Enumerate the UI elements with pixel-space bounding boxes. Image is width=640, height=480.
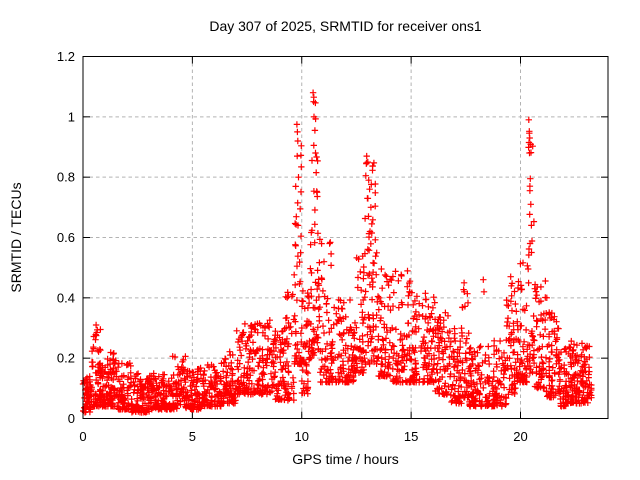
x-tick-label: 10 — [295, 429, 309, 444]
data-points-path — [79, 89, 595, 416]
x-tick-label: 5 — [189, 429, 196, 444]
y-tick-label: 1 — [68, 109, 75, 124]
y-tick-label: 0 — [68, 411, 75, 426]
grid-lines — [83, 56, 608, 419]
y-tick-labels: 0 0.2 0.4 0.6 0.8 1 1.2 — [57, 49, 75, 426]
y-tick-label: 0.8 — [57, 170, 75, 185]
y-tick-label: 1.2 — [57, 49, 75, 64]
y-tick-label: 0.4 — [57, 290, 75, 305]
plot-border — [82, 56, 609, 419]
x-tick-labels: 0 5 10 15 20 — [79, 429, 527, 444]
chart-title: Day 307 of 2025, SRMTID for receiver ons… — [209, 18, 482, 34]
y-axis-label: SRMTID / TECUs — [8, 182, 24, 292]
x-axis-label: GPS time / hours — [292, 451, 399, 467]
x-tick-label: 20 — [513, 429, 527, 444]
x-tick-label: 15 — [404, 429, 418, 444]
x-tick-label: 0 — [79, 429, 86, 444]
y-tick-label: 0.6 — [57, 230, 75, 245]
y-tick-label: 0.2 — [57, 351, 75, 366]
scatter-points — [79, 89, 595, 416]
